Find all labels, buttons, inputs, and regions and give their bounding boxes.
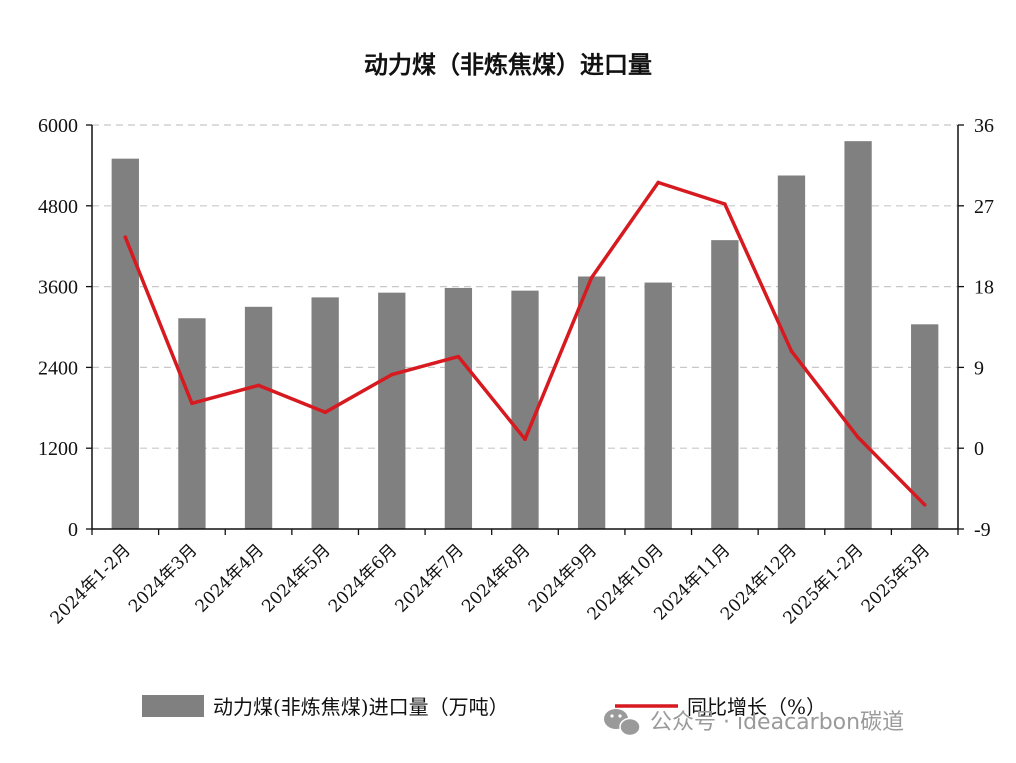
watermark: 公众号 · ideacarbon碳道 bbox=[604, 709, 904, 737]
x-tick-label: 2024年7月 bbox=[391, 540, 467, 616]
x-tick-label: 2024年6月 bbox=[325, 540, 401, 616]
y-left-tick-label: 3600 bbox=[38, 277, 78, 299]
line-point bbox=[256, 383, 261, 388]
line-point bbox=[656, 180, 661, 185]
legend: 动力煤(非炼焦煤)进口量（万吨） 同比增长（%） bbox=[142, 695, 826, 719]
chart-title: 动力煤（非炼焦煤）进口量 bbox=[364, 50, 652, 79]
bar bbox=[511, 290, 539, 529]
line-point bbox=[523, 437, 527, 442]
x-tick-label: 2024年3月 bbox=[125, 540, 201, 616]
wechat-icon bbox=[604, 709, 641, 737]
line-point bbox=[789, 349, 794, 354]
bar bbox=[844, 141, 872, 529]
bar bbox=[644, 282, 672, 529]
line-point bbox=[723, 202, 727, 206]
y-right-tick-label: 0 bbox=[974, 438, 984, 460]
x-tick-label: 2024年4月 bbox=[192, 540, 268, 616]
line-point bbox=[856, 435, 860, 440]
y-left-tick-label: 0 bbox=[68, 519, 78, 541]
legend-bar-label: 动力煤(非炼焦煤)进口量（万吨） bbox=[213, 695, 509, 719]
bar-series bbox=[111, 141, 939, 529]
y-right-tick-label: 27 bbox=[974, 196, 994, 218]
bar bbox=[911, 324, 939, 529]
line-point bbox=[589, 275, 594, 280]
y-right-tick-label: 36 bbox=[974, 115, 994, 137]
y-left-tick-label: 6000 bbox=[38, 115, 78, 137]
line-series bbox=[123, 180, 927, 507]
y-right-tick-label: 9 bbox=[974, 357, 984, 379]
line-point bbox=[190, 401, 194, 406]
y-left-tick-label: 1200 bbox=[38, 438, 78, 460]
watermark-text: 公众号 · ideacarbon碳道 bbox=[650, 710, 904, 735]
grid bbox=[92, 124, 958, 449]
bar bbox=[711, 240, 739, 529]
bar bbox=[378, 292, 406, 529]
x-tick-label: 2024年8月 bbox=[458, 540, 534, 616]
bar bbox=[444, 287, 473, 529]
x-tick-label: 2024年1-2月 bbox=[47, 540, 135, 628]
x-tick-label: 2025年3月 bbox=[858, 540, 934, 616]
bar bbox=[178, 318, 206, 529]
line-point bbox=[323, 410, 327, 415]
line-point bbox=[123, 235, 128, 240]
x-tick-label: 2024年5月 bbox=[258, 540, 334, 616]
y-left-tick-label: 4800 bbox=[38, 196, 78, 218]
bar bbox=[577, 276, 606, 529]
line-point bbox=[389, 372, 394, 377]
legend-line-label: 同比增长（%） bbox=[687, 695, 826, 719]
y-right-tick-label: -9 bbox=[974, 519, 991, 541]
line-point bbox=[922, 502, 927, 507]
legend-bar-swatch bbox=[142, 695, 204, 717]
line-point bbox=[456, 354, 461, 359]
bar bbox=[244, 306, 273, 529]
y-right-tick-label: 18 bbox=[974, 277, 994, 299]
y-left-tick-label: 2400 bbox=[38, 357, 78, 379]
bar bbox=[111, 158, 139, 529]
